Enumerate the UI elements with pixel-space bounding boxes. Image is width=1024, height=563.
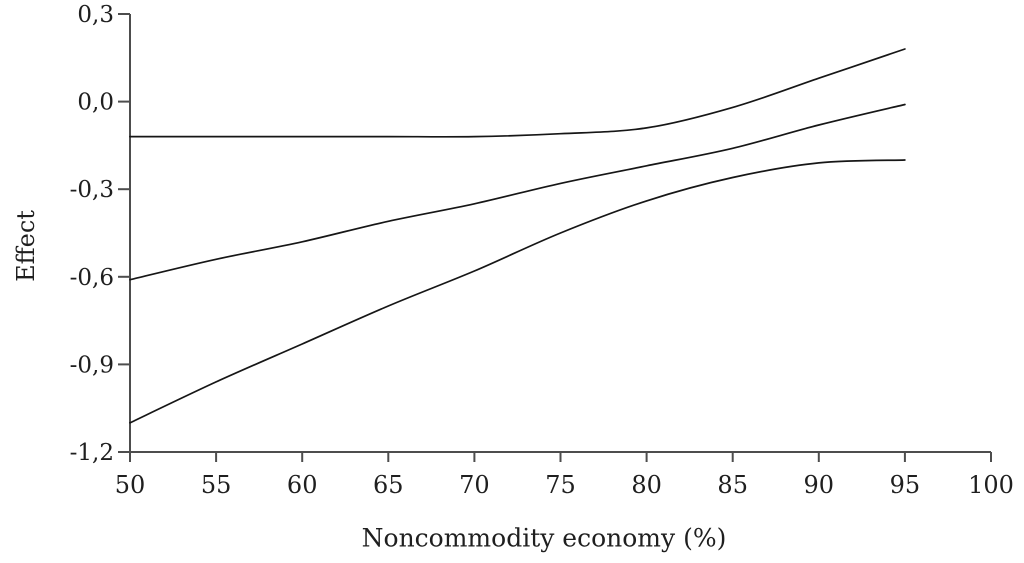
x-axis-title: Noncommodity economy (%) (361, 523, 727, 553)
y-axis-title: Effect (12, 210, 40, 282)
y-tick-label: -0,6 (70, 265, 114, 291)
x-axis-tick-labels: 50 55 60 65 70 75 80 85 90 95 100 (115, 471, 1014, 499)
y-tick-label: 0,3 (77, 2, 114, 28)
curve-series (129, 48, 906, 424)
x-tick-label: 90 (804, 471, 835, 499)
x-tick-label: 100 (968, 471, 1014, 499)
x-tick-label: 80 (631, 471, 662, 499)
x-tick-label: 95 (890, 471, 921, 499)
x-tick-label: 55 (201, 471, 232, 499)
x-tick-label: 50 (115, 471, 146, 499)
point-estimate-curve (129, 103, 906, 281)
x-tick-label: 85 (717, 471, 748, 499)
x-tick-label: 75 (545, 471, 576, 499)
x-tick-label: 60 (287, 471, 318, 499)
y-tick-label: -0,3 (70, 177, 114, 203)
x-axis-ticks (129, 452, 992, 462)
lower-confidence-bound-curve (129, 159, 906, 424)
y-axis-tick-labels: 0,3 0,0 -0,3 -0,6 -0,9 -1,2 (70, 2, 114, 466)
y-tick-label: 0,0 (77, 90, 114, 116)
y-tick-label: -0,9 (70, 352, 114, 378)
x-tick-label: 70 (459, 471, 490, 499)
y-tick-label: -1,2 (70, 440, 114, 466)
x-tick-label: 65 (373, 471, 404, 499)
y-axis-ticks (118, 13, 130, 453)
upper-confidence-bound-curve (129, 48, 906, 138)
